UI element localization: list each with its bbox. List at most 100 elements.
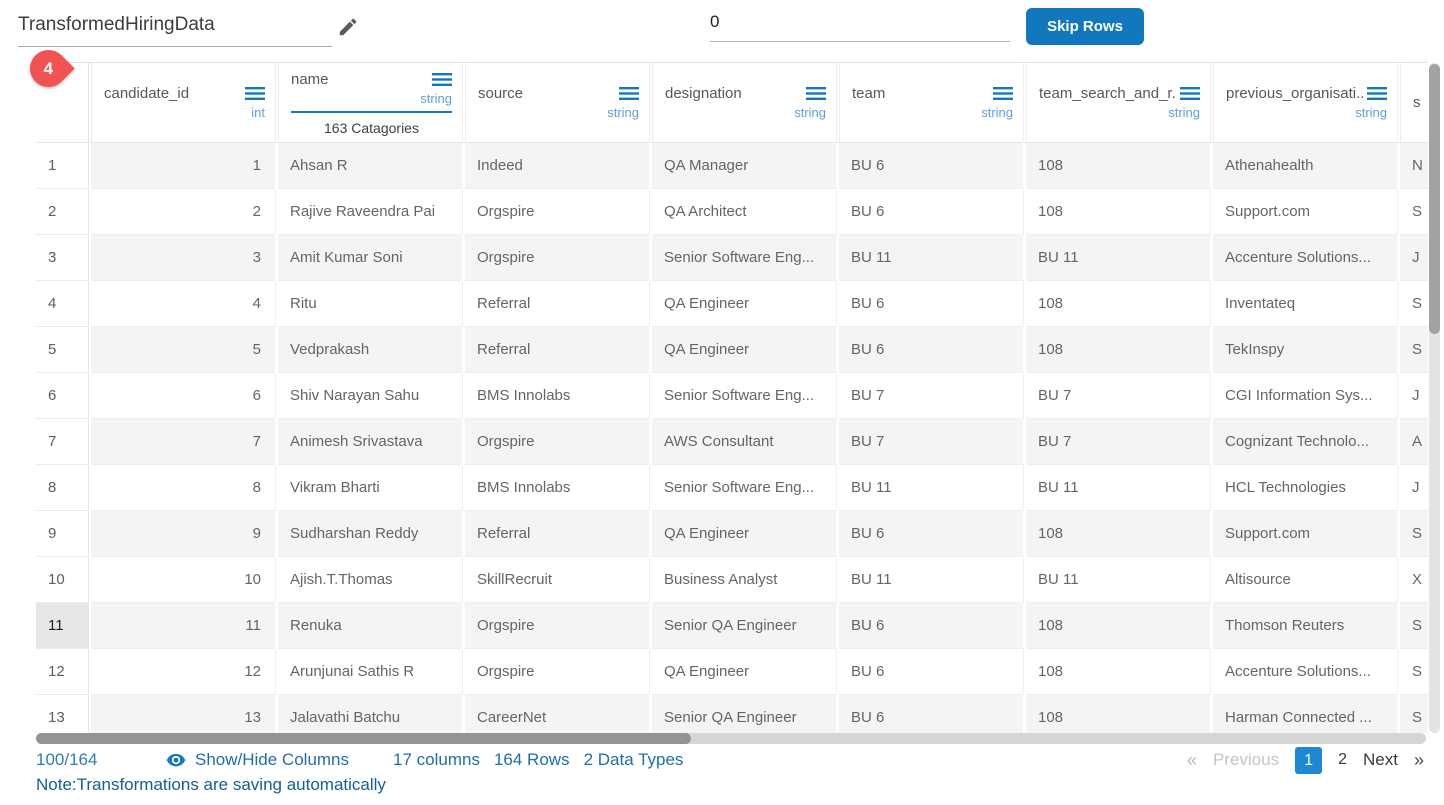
next-page-button[interactable]: Next (1363, 750, 1398, 770)
cell-source[interactable]: Orgspire (465, 603, 650, 649)
horizontal-scrollbar[interactable] (36, 733, 1426, 744)
column-menu-icon[interactable] (993, 86, 1013, 101)
cell-s[interactable]: X (1400, 557, 1428, 603)
cell-s[interactable]: S (1400, 189, 1428, 235)
column-header-name[interactable]: namestring163 Catagories (278, 63, 463, 142)
cell-source[interactable]: Orgspire (465, 235, 650, 281)
row-index[interactable]: 9 (36, 511, 89, 557)
cell-name[interactable]: Renuka (278, 603, 463, 649)
cell-source[interactable]: Orgspire (465, 189, 650, 235)
next-page-arrow[interactable]: » (1414, 750, 1424, 771)
cell-name[interactable]: Arunjunai Sathis R (278, 649, 463, 695)
cell-designation[interactable]: QA Engineer (652, 511, 837, 557)
row-index[interactable]: 6 (36, 373, 89, 419)
cell-team_search_and_r[interactable]: 108 (1026, 189, 1211, 235)
cell-source[interactable]: BMS Innolabs (465, 373, 650, 419)
cell-team[interactable]: BU 6 (839, 327, 1024, 373)
cell-s[interactable]: S (1400, 511, 1428, 557)
row-index[interactable]: 5 (36, 327, 89, 373)
row-index[interactable]: 4 (36, 281, 89, 327)
row-index[interactable]: 13 (36, 695, 89, 733)
column-menu-icon[interactable] (432, 72, 452, 87)
previous-page-arrow[interactable]: « (1187, 750, 1197, 771)
cell-team_search_and_r[interactable]: 108 (1026, 281, 1211, 327)
cell-source[interactable]: CareerNet (465, 695, 650, 733)
cell-source[interactable]: Indeed (465, 143, 650, 189)
cell-designation[interactable]: QA Engineer (652, 649, 837, 695)
cell-designation[interactable]: QA Engineer (652, 281, 837, 327)
cell-team[interactable]: BU 7 (839, 373, 1024, 419)
cell-team[interactable]: BU 6 (839, 281, 1024, 327)
cell-team_search_and_r[interactable]: BU 7 (1026, 419, 1211, 465)
cell-s[interactable]: A (1400, 419, 1428, 465)
cell-name[interactable]: Sudharshan Reddy (278, 511, 463, 557)
cell-team[interactable]: BU 11 (839, 465, 1024, 511)
cell-designation[interactable]: Senior Software Eng... (652, 235, 837, 281)
cell-s[interactable]: S (1400, 649, 1428, 695)
cell-designation[interactable]: Senior QA Engineer (652, 603, 837, 649)
cell-previous_organisati[interactable]: Athenahealth (1213, 143, 1398, 189)
cell-designation[interactable]: Senior Software Eng... (652, 465, 837, 511)
cell-candidate_id[interactable]: 6 (91, 373, 276, 419)
cell-candidate_id[interactable]: 2 (91, 189, 276, 235)
cell-s[interactable]: S (1400, 603, 1428, 649)
row-index[interactable]: 8 (36, 465, 89, 511)
cell-previous_organisati[interactable]: Altisource (1213, 557, 1398, 603)
cell-previous_organisati[interactable]: CGI Information Sys... (1213, 373, 1398, 419)
dataset-title[interactable]: TransformedHiringData (18, 14, 332, 47)
cell-s[interactable]: S (1400, 695, 1428, 733)
cell-name[interactable]: Ajish.T.Thomas (278, 557, 463, 603)
row-index[interactable]: 3 (36, 235, 89, 281)
skip-rows-input[interactable] (710, 12, 1010, 42)
cell-team_search_and_r[interactable]: 108 (1026, 695, 1211, 733)
cell-source[interactable]: Orgspire (465, 419, 650, 465)
column-header-team[interactable]: teamstring (839, 63, 1024, 142)
cell-previous_organisati[interactable]: Support.com (1213, 511, 1398, 557)
cell-team[interactable]: BU 6 (839, 511, 1024, 557)
skip-rows-button[interactable]: Skip Rows (1026, 8, 1144, 45)
cell-designation[interactable]: Senior QA Engineer (652, 695, 837, 733)
cell-team_search_and_r[interactable]: BU 11 (1026, 465, 1211, 511)
cell-team[interactable]: BU 6 (839, 649, 1024, 695)
cell-designation[interactable]: QA Engineer (652, 327, 837, 373)
cell-designation[interactable]: QA Manager (652, 143, 837, 189)
cell-designation[interactable]: Senior Software Eng... (652, 373, 837, 419)
cell-designation[interactable]: Business Analyst (652, 557, 837, 603)
cell-s[interactable]: S (1400, 327, 1428, 373)
column-header-source[interactable]: sourcestring (465, 63, 650, 142)
cell-source[interactable]: Orgspire (465, 649, 650, 695)
cell-team_search_and_r[interactable]: BU 7 (1026, 373, 1211, 419)
cell-previous_organisati[interactable]: Cognizant Technolo... (1213, 419, 1398, 465)
cell-team[interactable]: BU 6 (839, 695, 1024, 733)
cell-team_search_and_r[interactable]: 108 (1026, 143, 1211, 189)
cell-previous_organisati[interactable]: Harman Connected ... (1213, 695, 1398, 733)
row-index[interactable]: 2 (36, 189, 89, 235)
cell-candidate_id[interactable]: 9 (91, 511, 276, 557)
cell-team_search_and_r[interactable]: BU 11 (1026, 235, 1211, 281)
show-hide-columns-button[interactable]: Show/Hide Columns (166, 750, 349, 770)
cell-name[interactable]: Vedprakash (278, 327, 463, 373)
cell-team_search_and_r[interactable]: BU 11 (1026, 557, 1211, 603)
column-header-designation[interactable]: designationstring (652, 63, 837, 142)
cell-team[interactable]: BU 7 (839, 419, 1024, 465)
cell-previous_organisati[interactable]: Accenture Solutions... (1213, 649, 1398, 695)
cell-candidate_id[interactable]: 10 (91, 557, 276, 603)
page-button-2[interactable]: 2 (1338, 751, 1347, 769)
cell-s[interactable]: J (1400, 235, 1428, 281)
cell-previous_organisati[interactable]: TekInspy (1213, 327, 1398, 373)
cell-name[interactable]: Jalavathi Batchu (278, 695, 463, 733)
cell-previous_organisati[interactable]: HCL Technologies (1213, 465, 1398, 511)
cell-previous_organisati[interactable]: Accenture Solutions... (1213, 235, 1398, 281)
cell-candidate_id[interactable]: 13 (91, 695, 276, 733)
cell-name[interactable]: Shiv Narayan Sahu (278, 373, 463, 419)
cell-name[interactable]: Amit Kumar Soni (278, 235, 463, 281)
column-menu-icon[interactable] (619, 86, 639, 101)
vertical-scrollbar[interactable] (1429, 63, 1440, 733)
column-header-previous_organisati[interactable]: previous_organisati...string (1213, 63, 1398, 142)
cell-source[interactable]: SkillRecruit (465, 557, 650, 603)
column-menu-icon[interactable] (806, 86, 826, 101)
row-index[interactable]: 10 (36, 557, 89, 603)
cell-name[interactable]: Ahsan R (278, 143, 463, 189)
cell-source[interactable]: Referral (465, 327, 650, 373)
column-menu-icon[interactable] (245, 86, 265, 101)
